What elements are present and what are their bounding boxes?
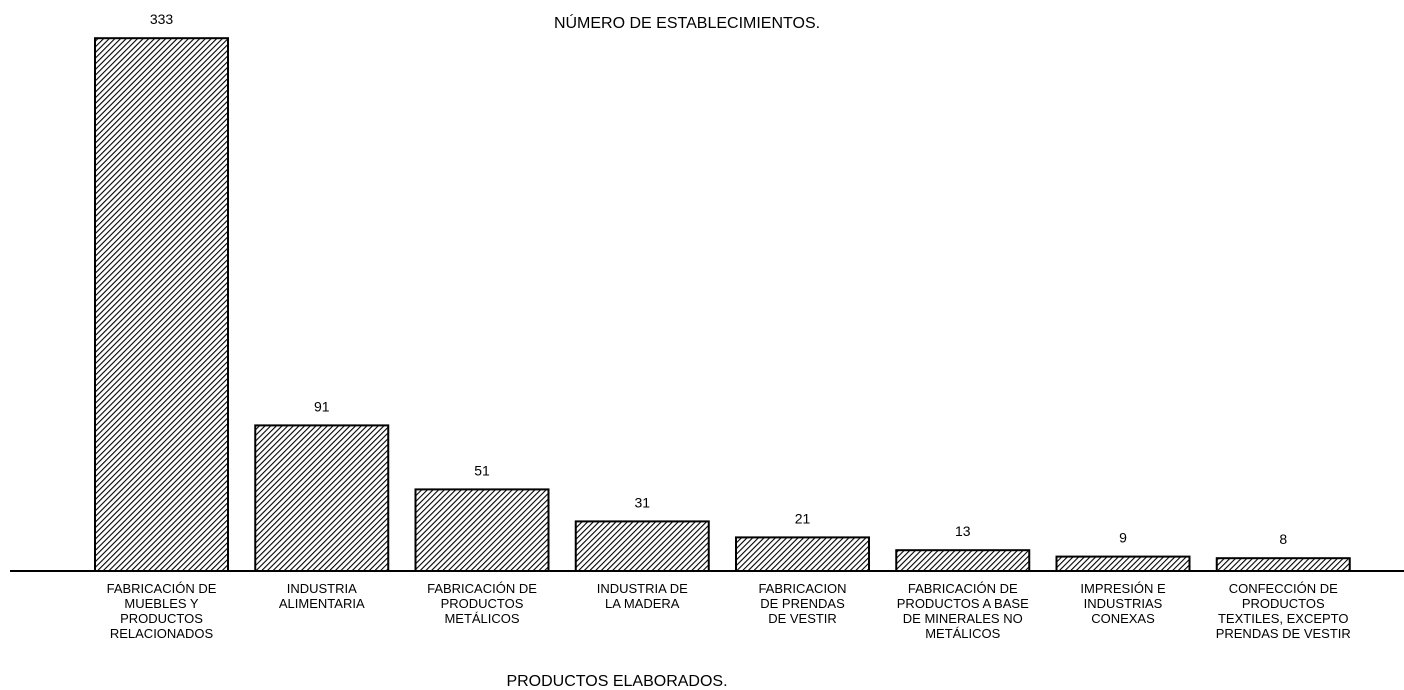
value-label: 51 xyxy=(474,462,490,478)
bar xyxy=(895,549,1031,573)
bar xyxy=(1215,557,1351,573)
x-tick-label: FABRICACION DE PRENDAS DE VESTIR xyxy=(758,581,847,626)
x-axis-label: PRODUCTOS ELABORADOS. xyxy=(506,673,727,690)
x-tick-label: INDUSTRIA ALIMENTARIA xyxy=(278,581,365,611)
chart-title: NÚMERO DE ESTABLECIMIENTOS. xyxy=(554,13,820,32)
x-tick-label: CONFECCIÓN DE PRODUCTOS TEXTILES, EXCEPT… xyxy=(1215,581,1351,641)
x-tick-label: FABRICACIÓN DE PRODUCTOS A BASE DE MINER… xyxy=(896,581,1029,641)
value-label: 9 xyxy=(1119,530,1127,546)
x-tick-label: FABRICACIÓN DE PRODUCTOS METÁLICOS xyxy=(427,581,537,626)
value-label: 91 xyxy=(314,398,330,414)
value-label: 333 xyxy=(150,11,174,27)
value-label: 31 xyxy=(634,494,650,510)
bar xyxy=(94,37,229,572)
bar xyxy=(254,424,390,572)
x-tick-label: IMPRESIÓN E INDUSTRIAS CONEXAS xyxy=(1080,581,1166,626)
x-tick-label: INDUSTRIA DE LA MADERA xyxy=(596,581,688,611)
bar xyxy=(735,536,870,573)
x-tick-label: FABRICACIÓN DE MUEBLES Y PRODUCTOS RELAC… xyxy=(106,581,217,641)
value-label: 13 xyxy=(955,523,971,539)
bar xyxy=(1055,555,1191,572)
bar xyxy=(414,488,550,572)
value-label: 21 xyxy=(795,510,811,526)
bar xyxy=(574,520,710,573)
value-label: 8 xyxy=(1279,531,1287,547)
